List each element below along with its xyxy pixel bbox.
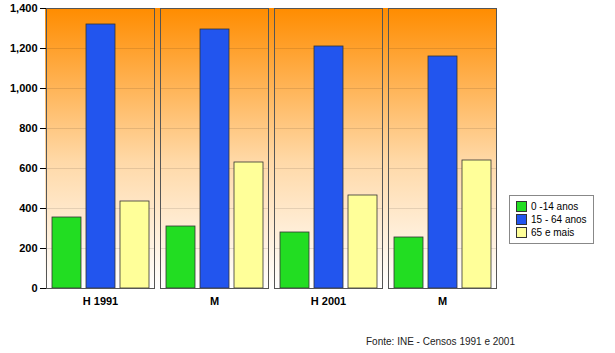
svg-text:1,400: 1,400	[10, 2, 38, 14]
svg-text:M: M	[210, 295, 219, 307]
svg-text:600: 600	[19, 162, 37, 174]
svg-text:400: 400	[19, 202, 37, 214]
svg-text:H 2001: H 2001	[311, 295, 346, 307]
svg-text:1,000: 1,000	[10, 82, 38, 94]
svg-text:200: 200	[19, 242, 37, 254]
html-text:Fonte: INE - Censos 1991 e 200: Fonte: INE - Censos 1991 e 2001	[366, 336, 515, 347]
svg-text:0: 0	[31, 282, 37, 294]
svg-text:1,200: 1,200	[10, 42, 38, 54]
svg-text:M: M	[438, 295, 447, 307]
svg-text:800: 800	[19, 122, 37, 134]
html-text:15 - 64 anos: 15 - 64 anos	[531, 214, 587, 225]
html-text:65 e mais: 65 e mais	[531, 227, 575, 238]
html-text:0 -14 anos: 0 -14 anos	[531, 201, 579, 212]
svg-text:H 1991: H 1991	[83, 295, 118, 307]
